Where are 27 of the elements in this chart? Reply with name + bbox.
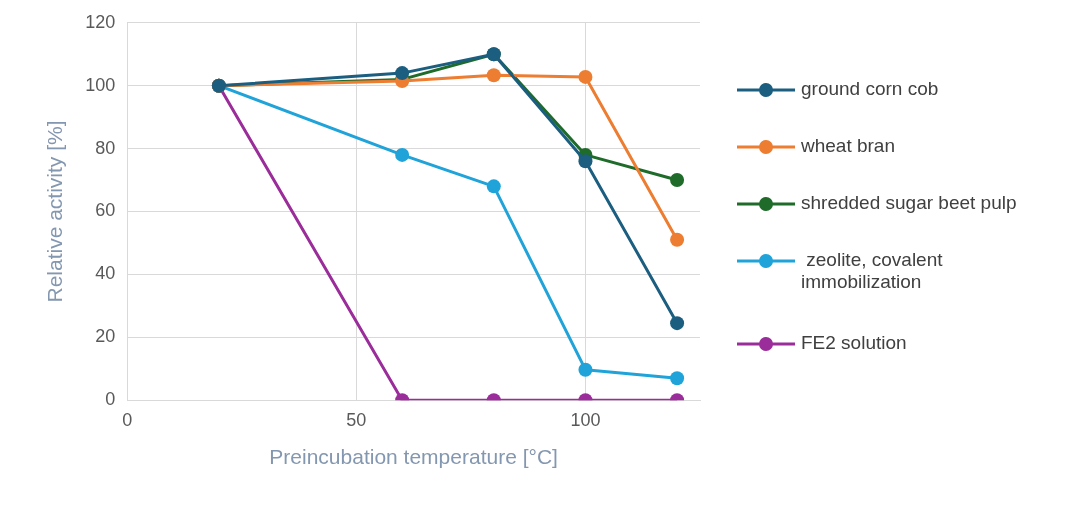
- point: [670, 232, 685, 247]
- legend-label: zeolite, covalent immobilization: [801, 249, 944, 293]
- point: [670, 173, 685, 188]
- x-tick-label: 0: [122, 409, 133, 430]
- y-tick-label: 80: [95, 137, 116, 158]
- y-tick-label: 0: [105, 389, 116, 410]
- x-axis-title: Preincubation temperature [°C]: [269, 445, 558, 469]
- y-tick-label: 100: [85, 74, 116, 95]
- point: [486, 68, 501, 83]
- y-tick-label: 60: [95, 200, 116, 221]
- y-axis-title: Relative activity [%]: [43, 120, 67, 303]
- legend-label: wheat bran: [801, 135, 896, 157]
- legend-label: shredded sugar beet pulp: [801, 192, 1017, 214]
- point: [395, 66, 410, 81]
- y-tick-label: 40: [95, 263, 116, 284]
- y-tick-label: 120: [85, 11, 116, 32]
- x-tick-label: 50: [346, 409, 367, 430]
- x-tick-label: 100: [570, 409, 601, 430]
- point: [578, 154, 593, 169]
- legend-label: ground corn cob: [801, 78, 939, 100]
- point: [395, 147, 410, 162]
- point: [486, 179, 501, 194]
- legend-label: FE2 solution: [801, 332, 907, 354]
- point: [670, 316, 685, 331]
- point: [578, 362, 593, 377]
- point: [578, 69, 593, 84]
- y-tick-label: 20: [95, 326, 116, 347]
